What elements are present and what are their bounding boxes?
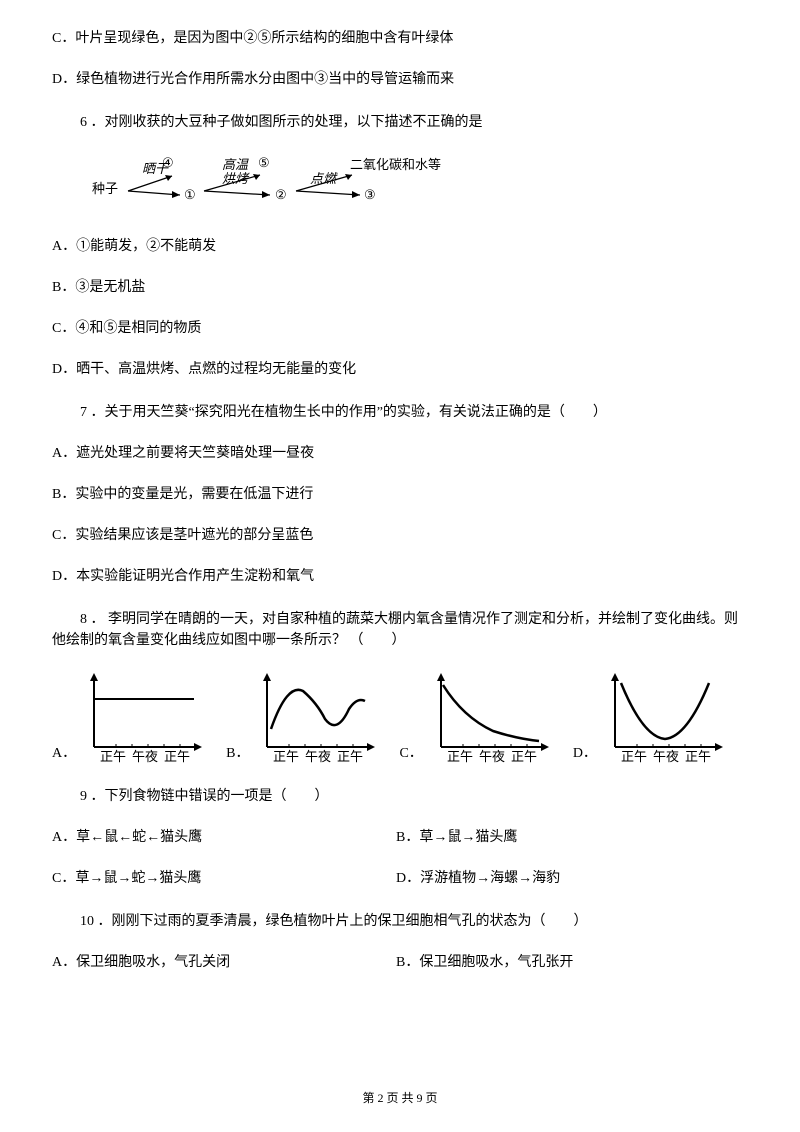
q7-option-b: B．实验中的变量是光，需要在低温下进行 bbox=[52, 484, 740, 505]
q8-stem: 8 ． 李明同学在晴朗的一天，对自家种植的蔬菜大棚内氧含量情况作了测定和分析，并… bbox=[52, 609, 740, 651]
num4: ④ bbox=[162, 155, 174, 170]
num5: ⑤ bbox=[258, 155, 270, 170]
chart-c: 正午 午夜 正午 bbox=[423, 669, 553, 764]
q7-option-a: A．遮光处理之前要将天竺葵暗处理一昼夜 bbox=[52, 443, 740, 464]
q10-option-b: B．保卫细胞吸水，气孔张开 bbox=[396, 952, 740, 973]
q6-stem: 6 ．对刚收获的大豆种子做如图所示的处理，以下描述不正确的是 bbox=[52, 112, 740, 133]
num3: ③ bbox=[364, 187, 376, 202]
q6-option-b: B．③是无机盐 bbox=[52, 277, 740, 298]
co2: 二氧化碳和水等 bbox=[350, 157, 441, 172]
svg-text:正午: 正午 bbox=[621, 749, 647, 764]
q9-option-a: A．草←鼠←蛇←猫头鹰 bbox=[52, 827, 396, 848]
q6-option-a: A．①能萌发，②不能萌发 bbox=[52, 236, 740, 257]
q8-label-d: D． bbox=[573, 743, 597, 764]
svg-text:正午: 正午 bbox=[447, 749, 473, 764]
svg-text:正午: 正午 bbox=[273, 749, 299, 764]
q10-option-a: A．保卫细胞吸水，气孔关闭 bbox=[52, 952, 396, 973]
q9-option-d: D．浮游植物→海螺→海豹 bbox=[396, 868, 740, 889]
svg-text:午夜: 午夜 bbox=[132, 749, 158, 764]
chart-b: 正午 午夜 正午 bbox=[249, 669, 379, 764]
svg-text:正午: 正午 bbox=[164, 749, 190, 764]
q9-stem: 9 ．下列食物链中错误的一项是（ ） bbox=[52, 786, 740, 807]
q8-label-c: C． bbox=[399, 743, 422, 764]
bake1: 高温 bbox=[222, 157, 249, 172]
q7-stem: 7 ．关于用天竺葵“探究阳光在植物生长中的作用”的实验，有关说法正确的是（ ） bbox=[52, 402, 740, 423]
svg-text:正午: 正午 bbox=[511, 749, 537, 764]
q5-option-c: C．叶片呈现绿色，是因为图中②⑤所示结构的细胞中含有叶绿体 bbox=[52, 28, 740, 49]
q9-option-b: B．草→鼠→猫头鹰 bbox=[396, 827, 740, 848]
svg-text:午夜: 午夜 bbox=[479, 749, 505, 764]
q6-diagram: 种子 晒干 ④ ① 高温 烘烤 ⑤ ② 点燃 二氧化碳和水等 ③ bbox=[92, 153, 740, 220]
svg-text:正午: 正午 bbox=[337, 749, 363, 764]
q6-option-c: C．④和⑤是相同的物质 bbox=[52, 318, 740, 339]
page-footer: 第 2 页 共 9 页 bbox=[0, 1089, 800, 1107]
q9-option-c: C．草→鼠→蛇→猫头鹰 bbox=[52, 868, 396, 889]
num2: ② bbox=[275, 187, 287, 202]
q8-label-b: B． bbox=[226, 743, 249, 764]
svg-text:正午: 正午 bbox=[100, 749, 126, 764]
seed-label: 种子 bbox=[92, 181, 118, 196]
chart-d: 正午 午夜 正午 bbox=[597, 669, 727, 764]
q7-option-d: D．本实验能证明光合作用产生淀粉和氧气 bbox=[52, 566, 740, 587]
burn: 点燃 bbox=[310, 171, 338, 186]
q8-chart-row: A． 正午 午夜 正午 B． 正午 午夜 正午 C． bbox=[52, 669, 740, 764]
q10-stem: 10 ．刚刚下过雨的夏季清晨，绿色植物叶片上的保卫细胞相气孔的状态为（ ） bbox=[52, 911, 740, 932]
q5-option-d: D．绿色植物进行光合作用所需水分由图中③当中的导管运输而来 bbox=[52, 69, 740, 90]
svg-text:正午: 正午 bbox=[685, 749, 711, 764]
q6-option-d: D．晒干、高温烘烤、点燃的过程均无能量的变化 bbox=[52, 359, 740, 380]
num1: ① bbox=[184, 187, 196, 202]
q7-option-c: C．实验结果应该是茎叶遮光的部分呈蓝色 bbox=[52, 525, 740, 546]
chart-a: 正午 午夜 正午 bbox=[76, 669, 206, 764]
svg-text:午夜: 午夜 bbox=[653, 749, 679, 764]
q8-label-a: A． bbox=[52, 743, 76, 764]
svg-text:午夜: 午夜 bbox=[305, 749, 331, 764]
